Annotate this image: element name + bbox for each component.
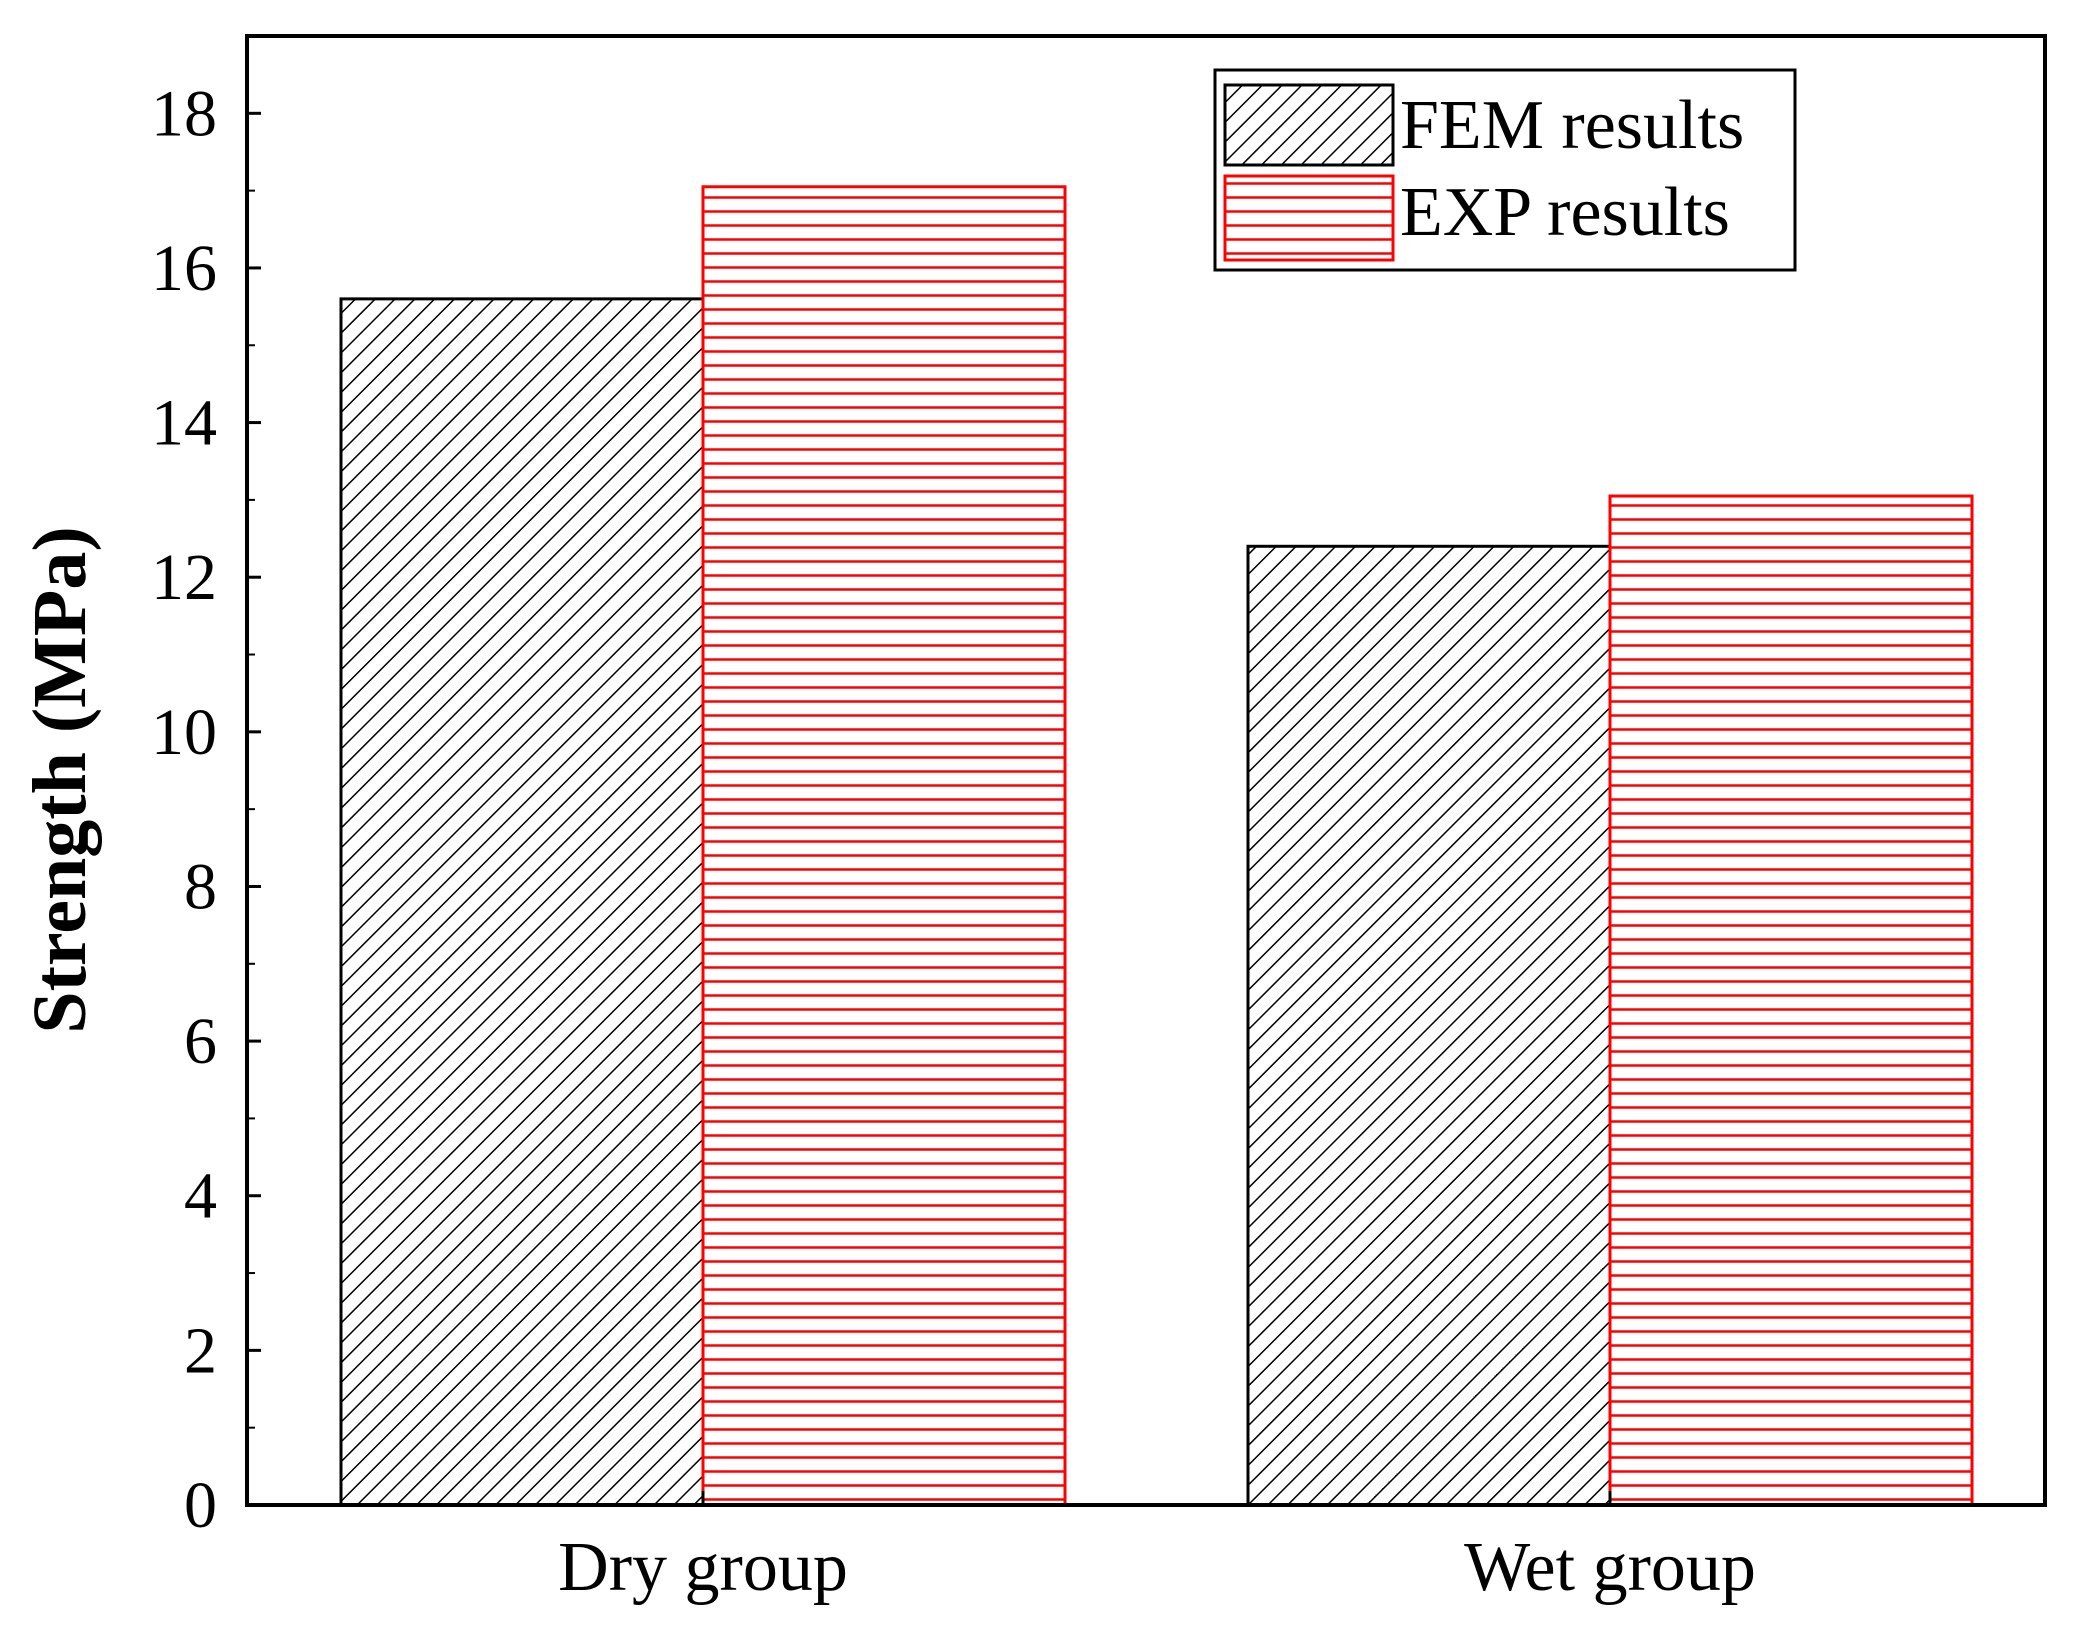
y-axis-label: Strength (MPa) <box>18 526 102 1033</box>
bar-wet-group-exp <box>1608 494 1974 1507</box>
y-tick-label: 6 <box>184 1005 217 1078</box>
y-tick-label: 8 <box>184 850 217 923</box>
bar-wet-group-fem <box>1246 544 1612 1507</box>
y-tick-label: 12 <box>151 541 217 614</box>
y-tick-label: 0 <box>184 1469 217 1542</box>
axes-layer: Dry group Wet group 0 2 4 6 8 10 12 14 16 18 <box>151 34 2047 1606</box>
y-tick-label: 10 <box>151 696 217 769</box>
legend-swatch-exp <box>1223 174 1395 262</box>
bars-layer <box>339 185 1974 1507</box>
legend: FEM results EXP results <box>1213 68 1797 272</box>
y-tick-label: 18 <box>151 77 217 150</box>
legend-label-fem: FEM results <box>1400 87 1744 164</box>
bar-dry-group-exp <box>701 185 1067 1507</box>
plot-frame <box>245 34 2047 1507</box>
y-tick-label: 4 <box>184 1160 217 1233</box>
y-tick-label: 14 <box>151 387 217 460</box>
y-tick-label: 2 <box>184 1314 217 1387</box>
x-tick-label: Dry group <box>558 1529 848 1606</box>
legend-swatch-fem <box>1223 83 1395 167</box>
legend-label-exp: EXP results <box>1400 174 1730 251</box>
y-tick-label: 16 <box>151 232 217 305</box>
x-tick-label: Wet group <box>1464 1529 1756 1606</box>
bar-dry-group-fem <box>339 297 705 1507</box>
